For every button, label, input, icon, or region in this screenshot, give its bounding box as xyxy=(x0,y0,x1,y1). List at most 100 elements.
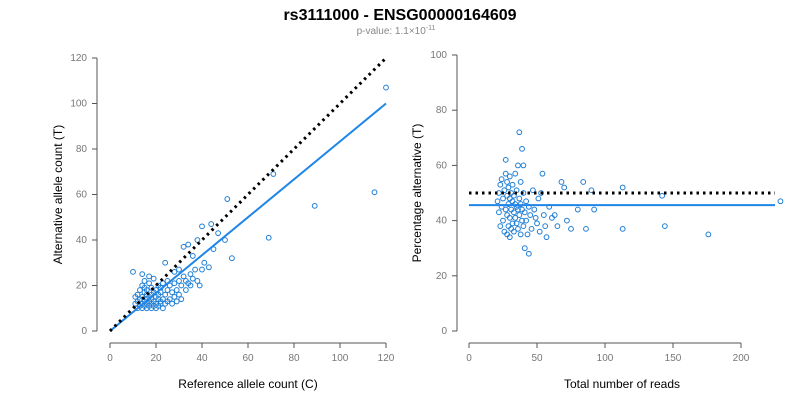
y-tick-label: 40 xyxy=(76,235,88,246)
data-point xyxy=(510,228,517,235)
data-point xyxy=(137,287,143,293)
data-point xyxy=(187,282,194,289)
data-point xyxy=(199,223,205,230)
data-point xyxy=(502,206,509,213)
data-point xyxy=(515,225,521,232)
data-point xyxy=(525,250,532,257)
data-point xyxy=(619,225,626,232)
data-point xyxy=(513,220,520,227)
data-point xyxy=(574,206,581,213)
data-point xyxy=(580,179,587,185)
data-point xyxy=(164,287,171,293)
data-point xyxy=(659,192,666,199)
x-tick-label: 60 xyxy=(242,353,254,364)
p-value-exponent: -11 xyxy=(426,25,436,32)
data-point xyxy=(505,184,512,191)
data-point xyxy=(183,287,189,293)
data-point xyxy=(510,209,517,216)
x-tick-label: 150 xyxy=(665,353,682,364)
data-point xyxy=(270,171,277,177)
y-tick-label: 40 xyxy=(436,216,448,227)
data-point xyxy=(130,268,136,275)
data-point xyxy=(508,206,515,213)
x-tick-label: 50 xyxy=(531,353,543,364)
data-point xyxy=(208,221,215,227)
data-point xyxy=(215,230,222,237)
data-point xyxy=(516,212,523,218)
chart-title: rs3111000 - ENSG00000164609 xyxy=(283,7,516,24)
y-tick-label: 60 xyxy=(436,160,448,171)
data-point xyxy=(500,195,506,202)
x-tick-label: 40 xyxy=(196,353,208,364)
data-point xyxy=(515,206,521,213)
data-point xyxy=(187,271,194,278)
data-point xyxy=(162,259,169,266)
data-point xyxy=(229,255,235,262)
y-tick-label: 100 xyxy=(70,99,87,110)
data-point xyxy=(512,214,519,221)
data-point xyxy=(521,209,528,216)
data-point xyxy=(516,129,523,136)
data-point xyxy=(139,293,146,300)
data-point xyxy=(528,225,535,232)
data-point xyxy=(166,282,173,289)
data-point xyxy=(506,173,513,180)
left-scatter-panel: 0 20 40 60 80 100 120 0 20 40 60 80 100 120 Reference … xyxy=(51,53,395,391)
data-point xyxy=(189,253,196,259)
data-point xyxy=(561,184,568,191)
data-point xyxy=(160,296,166,303)
x-tick-label: 100 xyxy=(332,353,349,364)
data-point xyxy=(515,162,521,169)
data-point xyxy=(539,170,546,177)
data-point xyxy=(506,234,513,241)
data-point xyxy=(554,223,561,230)
data-point xyxy=(501,187,508,194)
data-point xyxy=(568,225,574,232)
y-tick-label: 20 xyxy=(436,271,448,282)
data-point xyxy=(519,145,525,152)
y-tick-label: 60 xyxy=(76,190,88,201)
p-value-label: p-value: 1.1×10-11 xyxy=(357,25,436,37)
data-point xyxy=(169,300,176,307)
data-point xyxy=(148,284,155,291)
data-point xyxy=(502,156,509,163)
y-tick-label: 0 xyxy=(81,326,87,337)
data-point xyxy=(496,209,502,216)
data-point xyxy=(509,198,516,205)
data-point xyxy=(502,170,509,177)
data-point xyxy=(383,84,389,91)
x-tick-label: 200 xyxy=(733,353,750,364)
data-point xyxy=(661,223,668,230)
data-point xyxy=(176,266,182,273)
data-point xyxy=(143,287,150,293)
data-point xyxy=(180,273,187,280)
data-point xyxy=(527,212,534,218)
data-point xyxy=(224,196,231,202)
data-point xyxy=(194,278,201,284)
p-value-prefix: p-value: 1.1×10 xyxy=(357,26,427,37)
data-point xyxy=(705,231,712,238)
y-tick-label: 80 xyxy=(436,105,448,116)
data-point xyxy=(139,271,146,278)
data-point xyxy=(521,245,528,252)
data-point xyxy=(538,190,544,196)
data-point xyxy=(509,220,516,227)
data-point xyxy=(505,201,512,207)
y-axis-label: Percentage alternative (T) xyxy=(410,124,424,263)
data-point xyxy=(497,181,504,188)
data-point xyxy=(534,220,540,227)
y-tick-label: 120 xyxy=(70,53,87,64)
data-point xyxy=(134,291,141,298)
data-point xyxy=(591,206,598,213)
data-point xyxy=(171,280,178,287)
data-point xyxy=(551,212,558,218)
data-point xyxy=(517,179,524,185)
y-tick-label: 80 xyxy=(76,144,88,155)
x-tick-label: 20 xyxy=(150,353,162,364)
data-point xyxy=(146,273,153,280)
data-point xyxy=(516,195,523,202)
data-point xyxy=(160,305,166,312)
x-axis-label: Reference allele count (C) xyxy=(178,377,317,391)
